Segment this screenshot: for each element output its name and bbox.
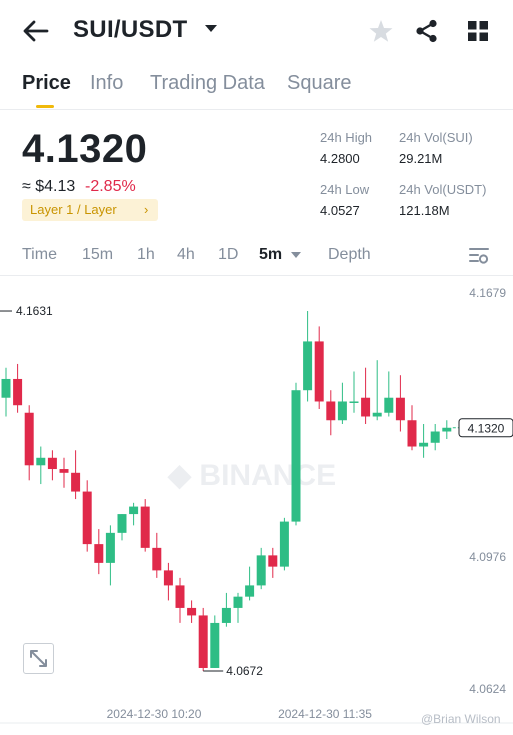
image-watermark: @Brian Wilson: [421, 712, 501, 726]
chart-settings-icon[interactable]: [468, 246, 490, 266]
candle-body: [59, 469, 69, 473]
high-label: 24h High: [320, 130, 373, 145]
high-value: 4.2800: [320, 151, 360, 166]
vol-base-value: 29.21M: [399, 151, 443, 166]
candle-body: [105, 532, 115, 563]
back-arrow-icon[interactable]: [22, 18, 50, 44]
interval-bar: Time 15m 1h 4h 1D 5m Depth: [0, 238, 513, 276]
y-axis-tick-label: 4.0624: [469, 682, 506, 696]
candle-body: [372, 412, 382, 417]
interval-1h[interactable]: 1h: [137, 246, 155, 263]
candle-body: [430, 431, 440, 443]
top-bar: SUI/USDT: [0, 0, 513, 62]
vol-quote-value: 121.18M: [399, 203, 450, 218]
interval-1d[interactable]: 1D: [218, 246, 239, 263]
candle-body: [303, 341, 313, 391]
y-axis-tick-label: 4.1679: [469, 286, 506, 300]
tab-square[interactable]: Square: [287, 72, 352, 94]
candle-body: [82, 491, 92, 545]
candle-body: [187, 607, 197, 616]
candle-body: [1, 378, 11, 398]
candlestick-chart[interactable]: ◆ BINANCE4.16794.13274.09764.06244.16314…: [0, 277, 513, 735]
x-axis-tick-label: 2024-12-30 10:20: [107, 707, 202, 721]
candle-body: [94, 544, 104, 563]
price-change: -2.85%: [85, 178, 136, 195]
fiat-price: ≈ $4.13: [22, 178, 76, 195]
last-price: 4.1320: [22, 127, 148, 171]
last-price-label: 4.1320: [468, 421, 505, 435]
low-marker-label: 4.0672: [226, 664, 263, 678]
vol-base-label: 24h Vol(SUI): [399, 130, 473, 145]
candle-body: [326, 401, 336, 421]
candle-body: [140, 506, 150, 548]
binance-watermark-text: ◆ BINANCE: [167, 459, 336, 492]
candle-body: [221, 607, 231, 623]
candle-body: [36, 457, 46, 466]
candle-body: [152, 547, 162, 571]
interval-15m[interactable]: 15m: [82, 246, 114, 263]
share-icon[interactable]: [414, 18, 440, 44]
x-axis-tick-label: 2024-12-30 11:35: [278, 707, 372, 721]
candle-body: [407, 420, 417, 447]
trading-pair-title[interactable]: SUI/USDT: [73, 16, 188, 43]
candle-body: [442, 427, 452, 432]
star-icon[interactable]: [368, 18, 394, 44]
candle-body: [198, 615, 208, 668]
candle-body: [245, 585, 255, 597]
y-axis-tick-label: 4.0976: [469, 550, 506, 564]
candle-body: [337, 401, 347, 421]
last-price-box: [458, 418, 513, 438]
low-value: 4.0527: [320, 203, 360, 218]
candle-body: [24, 412, 34, 466]
candle-body: [384, 397, 394, 413]
vol-quote-label: 24h Vol(USDT): [399, 182, 487, 197]
main-tabs: Price Info Trading Data Square: [0, 62, 513, 110]
interval-depth[interactable]: Depth: [328, 246, 371, 263]
candle-body: [314, 341, 324, 402]
candle-body: [256, 555, 266, 586]
tab-price[interactable]: Price: [22, 72, 71, 94]
candle-body: [395, 397, 405, 421]
candle-body: [349, 401, 359, 403]
candle-body: [268, 555, 278, 567]
expand-chart-button[interactable]: [23, 643, 54, 674]
interval-5m[interactable]: 5m: [259, 246, 283, 263]
candle-body: [47, 457, 57, 470]
tab-info[interactable]: Info: [90, 72, 124, 94]
active-tab-indicator: [36, 105, 54, 108]
caret-down-icon[interactable]: [291, 252, 301, 258]
chevron-right-icon: ›: [144, 202, 149, 217]
candle-body: [129, 506, 139, 515]
candle-body: [361, 397, 371, 417]
category-tag[interactable]: Layer 1 / Layer ›: [22, 199, 158, 221]
candle-body: [279, 521, 289, 567]
expand-icon: [30, 650, 47, 667]
grid-icon[interactable]: [465, 18, 491, 44]
interval-4h[interactable]: 4h: [177, 246, 195, 263]
candle-body: [163, 570, 173, 586]
interval-time[interactable]: Time: [22, 246, 57, 263]
candle-body: [291, 390, 301, 522]
candle-body: [210, 622, 220, 668]
tab-trading-data[interactable]: Trading Data: [150, 72, 265, 94]
high-marker-label: 4.1631: [16, 304, 53, 318]
category-tag-label: Layer 1 / Layer: [30, 202, 117, 217]
caret-down-icon[interactable]: [205, 25, 217, 32]
candle-body: [233, 596, 243, 608]
low-label: 24h Low: [320, 182, 370, 197]
candle-body: [71, 472, 81, 492]
candle-body: [117, 514, 127, 533]
candle-body: [13, 378, 23, 406]
candle-body: [419, 442, 429, 447]
candle-body: [175, 585, 185, 608]
